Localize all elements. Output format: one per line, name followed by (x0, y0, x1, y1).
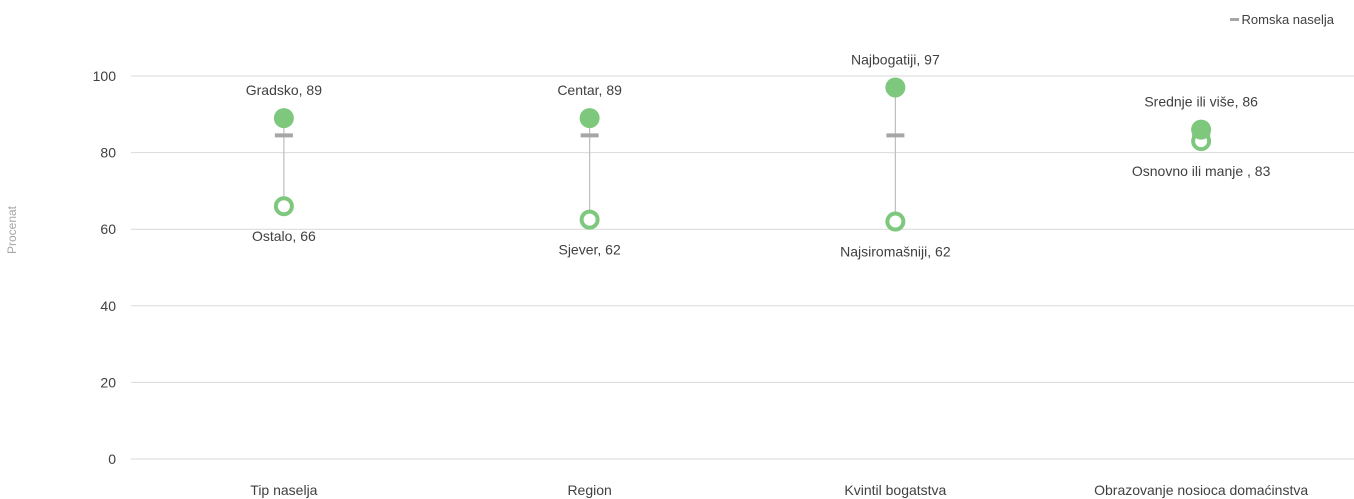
high-point (273, 108, 294, 129)
y-tick-label: 80 (100, 145, 116, 161)
low-point (579, 209, 600, 230)
high-data-label: Najbogatiji, 97 (851, 51, 940, 67)
legend-label: Romska naselja (1241, 12, 1335, 27)
legend: Romska naselja (1229, 12, 1335, 27)
data-points (273, 77, 1212, 232)
y-tick-label: 20 (100, 374, 116, 390)
x-tick-label: Tip naselja (250, 482, 317, 498)
high-data-label: Gradsko, 89 (246, 82, 322, 98)
low-point (273, 196, 294, 217)
y-tick-label: 40 (100, 298, 116, 314)
x-tick-label: Kvintil bogatstva (844, 482, 946, 498)
x-tick-label: Region (567, 482, 611, 498)
y-tick-label: 0 (108, 451, 116, 467)
y-axis-ticks: 0 20 40 60 80 100 (93, 68, 117, 467)
low-data-label: Najsiromašniji, 62 (840, 244, 951, 260)
range-lines (283, 87, 1202, 222)
low-data-label: Sjever, 62 (558, 242, 620, 258)
high-point (579, 108, 600, 129)
x-tick-label: Obrazovanje nosioca domaćinstva (1094, 482, 1308, 498)
high-point (1191, 119, 1212, 140)
low-data-label: Osnovno ili manje , 83 (1132, 163, 1271, 179)
low-data-label: Ostalo, 66 (252, 228, 316, 244)
data-labels: Gradsko, 89 Ostalo, 66 Centar, 89 Sjever, 6… (246, 51, 1271, 259)
legend-swatch (1229, 18, 1239, 21)
y-tick-label: 60 (100, 221, 116, 237)
gridlines (131, 75, 1354, 460)
y-tick-label: 100 (93, 68, 117, 84)
y-axis-title-text: Procenat (5, 205, 19, 255)
x-axis-ticks: Tip naselja Region Kvintil bogatstva Obrazo… (250, 482, 1308, 498)
high-point (885, 77, 906, 98)
low-point (885, 211, 906, 232)
high-data-label: Centar, 89 (557, 82, 622, 98)
high-data-label: Srednje ili više, 86 (1144, 94, 1258, 110)
y-axis-title: Procenat (4, 190, 20, 270)
